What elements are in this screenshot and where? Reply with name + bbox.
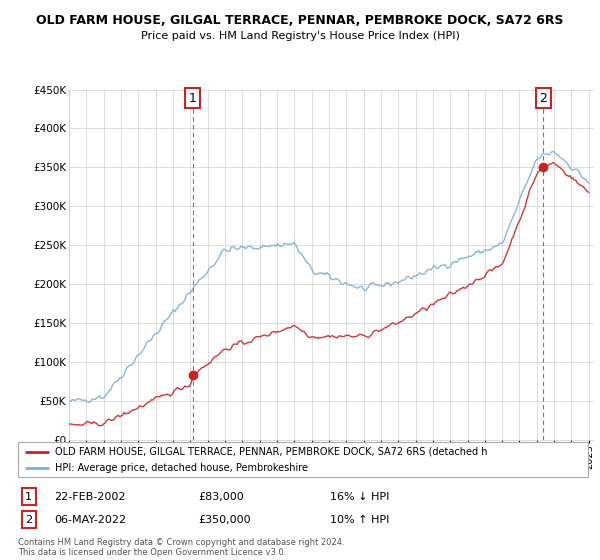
Text: 1: 1: [25, 492, 32, 502]
FancyBboxPatch shape: [18, 442, 588, 477]
Text: 2: 2: [25, 515, 32, 525]
Text: 1: 1: [188, 92, 196, 105]
Text: 22-FEB-2002: 22-FEB-2002: [54, 492, 125, 502]
Text: Price paid vs. HM Land Registry's House Price Index (HPI): Price paid vs. HM Land Registry's House …: [140, 31, 460, 41]
Text: 10% ↑ HPI: 10% ↑ HPI: [330, 515, 389, 525]
Text: 06-MAY-2022: 06-MAY-2022: [54, 515, 126, 525]
Text: 2: 2: [539, 92, 547, 105]
Text: £83,000: £83,000: [198, 492, 244, 502]
Text: OLD FARM HOUSE, GILGAL TERRACE, PENNAR, PEMBROKE DOCK, SA72 6RS (detached h: OLD FARM HOUSE, GILGAL TERRACE, PENNAR, …: [55, 447, 488, 457]
Text: OLD FARM HOUSE, GILGAL TERRACE, PENNAR, PEMBROKE DOCK, SA72 6RS: OLD FARM HOUSE, GILGAL TERRACE, PENNAR, …: [36, 14, 564, 27]
Text: HPI: Average price, detached house, Pembrokeshire: HPI: Average price, detached house, Pemb…: [55, 463, 308, 473]
Text: Contains HM Land Registry data © Crown copyright and database right 2024.
This d: Contains HM Land Registry data © Crown c…: [18, 538, 344, 557]
Text: £350,000: £350,000: [198, 515, 251, 525]
Text: 16% ↓ HPI: 16% ↓ HPI: [330, 492, 389, 502]
